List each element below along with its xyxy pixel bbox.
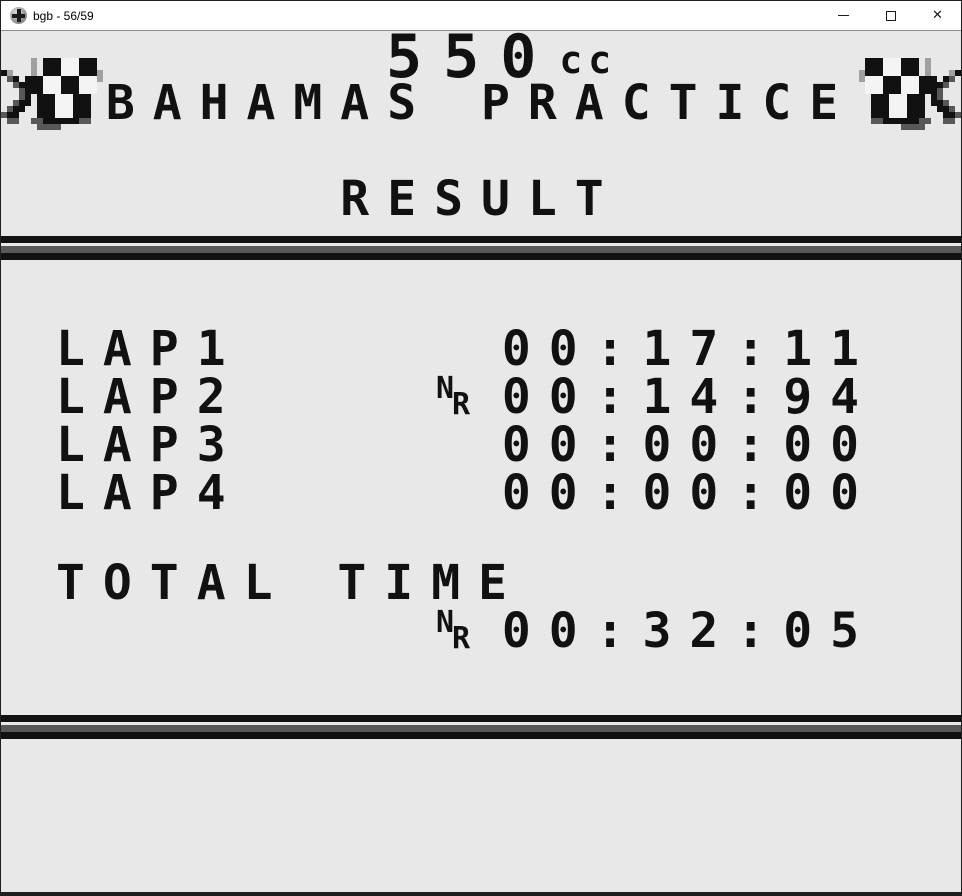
maximize-button[interactable]	[867, 1, 914, 30]
lap3-time: 00:00:00	[501, 417, 877, 473]
lap2-time: 00:14:94	[501, 369, 877, 425]
engine-class-line: 550 cc	[386, 31, 618, 92]
lap1-time: 00:17:11	[501, 321, 877, 377]
total-record-badge: N R	[436, 605, 471, 656]
divider-bottom	[1, 715, 961, 739]
lap-row-3: LAP3 00:00:00	[1, 421, 961, 469]
lap2-record-badge: N R	[436, 371, 471, 422]
bgb-app-icon	[10, 7, 27, 24]
engine-class-value: 550	[386, 31, 558, 92]
window-controls: ✕	[820, 1, 961, 30]
divider-top	[1, 236, 961, 260]
total-time-label: TOTAL TIME	[56, 555, 525, 611]
checkered-flag-right-icon	[835, 58, 961, 130]
lap-row-4: LAP4 00:00:00	[1, 469, 961, 517]
minimize-icon	[838, 15, 849, 16]
lap3-label: LAP3	[56, 417, 244, 473]
total-time-value: 00:32:05	[501, 603, 877, 659]
game-screen: 550 cc BAHAMAS PRACTICE RESULT LAP1 00:1…	[1, 31, 961, 892]
lap-row-2: LAP2 N R 00:14:94	[1, 373, 961, 421]
lap-row-1: LAP1 00:17:11	[1, 325, 961, 373]
checkered-flag-left-icon	[1, 58, 127, 130]
lap1-record-badge	[436, 327, 486, 373]
lap4-time: 00:00:00	[501, 465, 877, 521]
maximize-icon	[885, 10, 896, 21]
track-title: BAHAMAS PRACTICE	[105, 75, 857, 131]
title-bar[interactable]: bgb - 56/59 ✕	[1, 1, 961, 31]
close-button[interactable]: ✕	[914, 1, 961, 30]
lap3-record-badge	[436, 423, 486, 469]
lap1-label: LAP1	[56, 321, 244, 377]
window-title: bgb - 56/59	[33, 8, 94, 23]
lap2-label: LAP2	[56, 369, 244, 425]
minimize-button[interactable]	[820, 1, 867, 30]
lap4-record-badge	[436, 471, 486, 517]
close-icon: ✕	[932, 8, 943, 23]
total-time-row: N R 00:32:05	[1, 607, 961, 655]
result-heading: RESULT	[340, 171, 622, 227]
engine-class-unit: cc	[559, 38, 618, 82]
lap4-label: LAP4	[56, 465, 244, 521]
